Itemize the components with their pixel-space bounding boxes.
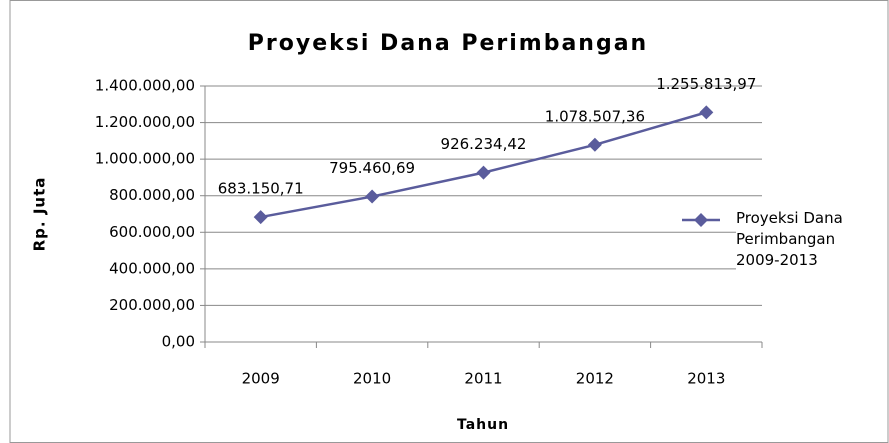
data-point (253, 210, 268, 225)
x-axis-label: Tahun (457, 417, 509, 433)
y-tick-label: 1.400.000,00 (95, 77, 195, 95)
x-tick-label: 2009 (242, 370, 280, 388)
data-label: 926.234,42 (441, 135, 527, 153)
data-point (699, 105, 714, 120)
x-tick-label: 2012 (576, 370, 614, 388)
chart-title: Proyeksi Dana Perimbangan (248, 31, 648, 56)
y-tick-label: 0,00 (162, 333, 195, 351)
x-tick-label: 2011 (464, 370, 502, 388)
legend: Proyeksi Dana Perimbangan 2009-2013 (682, 208, 876, 271)
x-tick-label: 2010 (353, 370, 391, 388)
data-label: 1.255.813,97 (656, 75, 756, 93)
data-point (476, 165, 491, 180)
data-point (587, 137, 602, 152)
y-tick-label: 600.000,00 (109, 223, 195, 241)
legend-label: Proyeksi Dana Perimbangan 2009-2013 (736, 209, 843, 269)
data-label: 1.078.507,36 (545, 107, 645, 125)
legend-symbol (682, 213, 720, 227)
y-tick-label: 1.200.000,00 (95, 113, 195, 131)
y-tick-label: 1.000.000,00 (95, 150, 195, 168)
data-point (365, 189, 380, 204)
data-label: 683.150,71 (218, 180, 304, 198)
data-label: 795.460,69 (329, 159, 415, 177)
y-tick-label: 800.000,00 (109, 186, 195, 204)
y-tick-label: 400.000,00 (109, 259, 195, 277)
y-tick-label: 200.000,00 (109, 296, 195, 314)
y-axis-label: Rp. Juta (31, 177, 49, 252)
x-tick-label: 2013 (687, 370, 725, 388)
